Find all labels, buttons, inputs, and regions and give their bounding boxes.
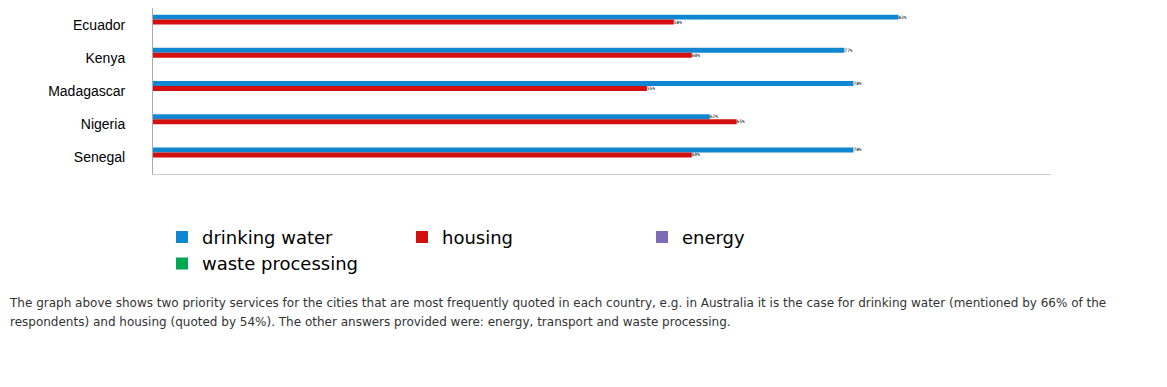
- svg-text:housing: housing: [442, 227, 513, 248]
- svg-text:Ecuador: Ecuador: [73, 17, 125, 33]
- svg-text:Senegal: Senegal: [74, 149, 125, 165]
- svg-text:83%: 83%: [898, 15, 906, 20]
- svg-text:drinking water: drinking water: [202, 227, 333, 248]
- svg-text:78%: 78%: [853, 147, 861, 152]
- svg-text:62%: 62%: [710, 114, 718, 119]
- svg-text:waste processing: waste processing: [202, 253, 358, 274]
- svg-text:58%: 58%: [674, 20, 682, 25]
- svg-text:78%: 78%: [853, 81, 861, 86]
- svg-text:65%: 65%: [737, 119, 745, 124]
- svg-text:Nigeria: Nigeria: [81, 116, 126, 132]
- svg-text:energy: energy: [682, 227, 745, 248]
- svg-text:60%: 60%: [692, 152, 700, 157]
- svg-text:77%: 77%: [844, 48, 852, 53]
- html-text:The graph above shows two prio: The graph above shows two priority servi…: [10, 296, 1107, 329]
- svg-text:Kenya: Kenya: [85, 50, 125, 66]
- svg-text:55%: 55%: [647, 86, 655, 91]
- svg-text:60%: 60%: [692, 53, 700, 58]
- svg-text:Madagascar: Madagascar: [48, 83, 125, 99]
